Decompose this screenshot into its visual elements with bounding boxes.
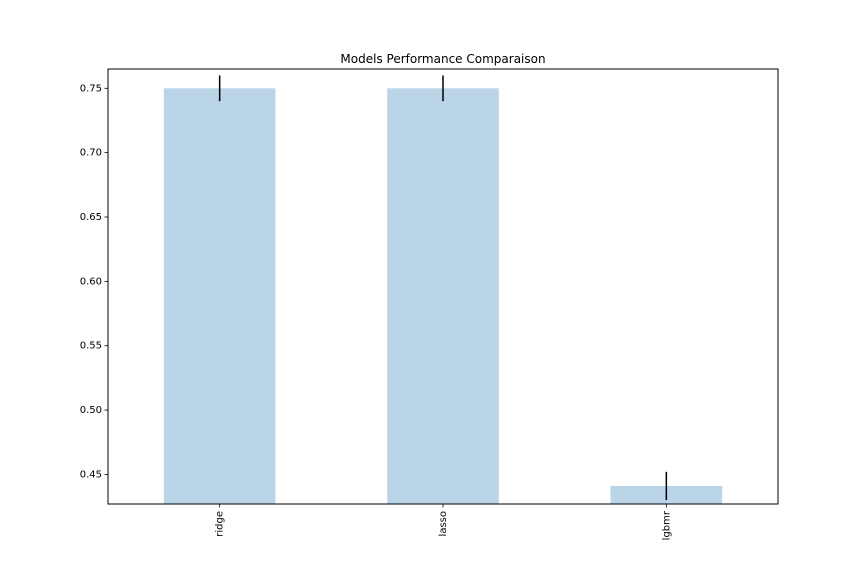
x-tick-label-lgbmr: lgbmr — [661, 510, 672, 540]
x-axis: ridge lasso lgbmr — [215, 504, 672, 540]
bar-ridge — [163, 88, 276, 504]
y-tick-label: 0.45 — [80, 469, 102, 480]
y-tick-label: 0.75 — [80, 83, 102, 94]
y-tick-label: 0.65 — [80, 212, 102, 223]
x-tick-label-lasso: lasso — [438, 511, 449, 536]
chart-title: Models Performance Comparaison — [340, 52, 545, 66]
plot-frame — [107, 68, 779, 505]
y-tick-label: 0.50 — [80, 405, 102, 416]
error-bars-group — [218, 75, 668, 501]
bar-lasso — [387, 88, 499, 504]
y-axis: 0.45 0.50 0.55 0.60 0.65 0.70 0.75 — [80, 83, 108, 480]
x-tick-label-ridge: ridge — [215, 511, 226, 537]
y-tick-label: 0.55 — [80, 341, 102, 352]
y-tick-label: 0.60 — [80, 276, 102, 287]
bars-group — [163, 88, 723, 504]
y-tick-label: 0.70 — [80, 148, 102, 159]
